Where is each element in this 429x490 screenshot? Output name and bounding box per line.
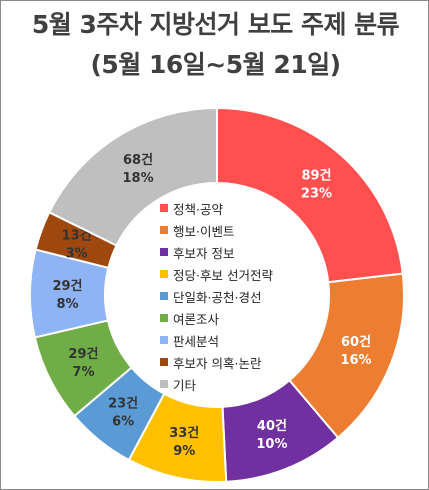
legend-label: 후보자 의혹·논란 (173, 355, 262, 371)
donut-slice (216, 106, 404, 284)
slice-percent-label: 10% (256, 437, 287, 452)
slice-percent-label: 6% (112, 414, 134, 429)
legend-swatch (160, 226, 168, 234)
legend-label: 기타 (173, 377, 197, 393)
legend-swatch (160, 248, 168, 256)
slice-percent-label: 7% (72, 365, 94, 380)
legend-swatch (160, 380, 168, 388)
legend-swatch (160, 314, 168, 322)
donut-slice (47, 106, 218, 247)
legend-label: 판세분석 (173, 333, 220, 349)
legend-item: 단일화·공천·경선 (160, 285, 273, 307)
legend-label: 정당·후보 선거전략 (173, 267, 273, 283)
slice-count-label: 29건 (52, 278, 82, 294)
slice-count-label: 60건 (341, 334, 371, 350)
legend-item: 기타 (160, 373, 273, 395)
legend-label: 여론조사 (173, 311, 220, 327)
slice-count-label: 89건 (301, 167, 331, 183)
legend-label: 행보·이벤트 (173, 223, 235, 239)
slice-percent-label: 9% (173, 444, 195, 459)
slice-count-label: 23건 (108, 395, 138, 411)
chart-title: 5월 3주차 지방선거 보도 주제 분류 (31, 10, 400, 39)
slice-count-label: 68건 (123, 152, 153, 168)
legend-item: 정당·후보 선거전략 (160, 263, 273, 285)
legend-swatch (160, 204, 168, 212)
legend-item: 행보·이벤트 (160, 219, 273, 241)
slice-count-label: 29건 (68, 346, 98, 362)
legend-swatch (160, 336, 168, 344)
legend-swatch (160, 292, 168, 300)
legend-item: 정책·공약 (160, 197, 273, 219)
legend-item: 후보자 의혹·논란 (160, 351, 273, 373)
slice-percent-label: 23% (301, 186, 332, 201)
legend-swatch (160, 358, 168, 366)
slice-count-label: 40건 (257, 418, 287, 434)
slice-percent-label: 18% (122, 171, 153, 186)
legend-label: 단일화·공천·경선 (173, 289, 262, 305)
legend-label: 후보자 정보 (173, 245, 235, 261)
legend-item: 판세분석 (160, 329, 273, 351)
chart-subtitle: (5월 16일~5월 21일) (90, 50, 341, 79)
legend-item: 여론조사 (160, 307, 273, 329)
slice-count-label: 33건 (169, 425, 199, 441)
slice-percent-label: 8% (56, 297, 78, 312)
slice-percent-label: 16% (340, 353, 371, 368)
legend-item: 후보자 정보 (160, 241, 273, 263)
slice-count-label: 13건 (62, 227, 92, 243)
legend-label: 정책·공약 (173, 201, 223, 217)
legend-swatch (160, 270, 168, 278)
slice-percent-label: 3% (66, 246, 88, 261)
